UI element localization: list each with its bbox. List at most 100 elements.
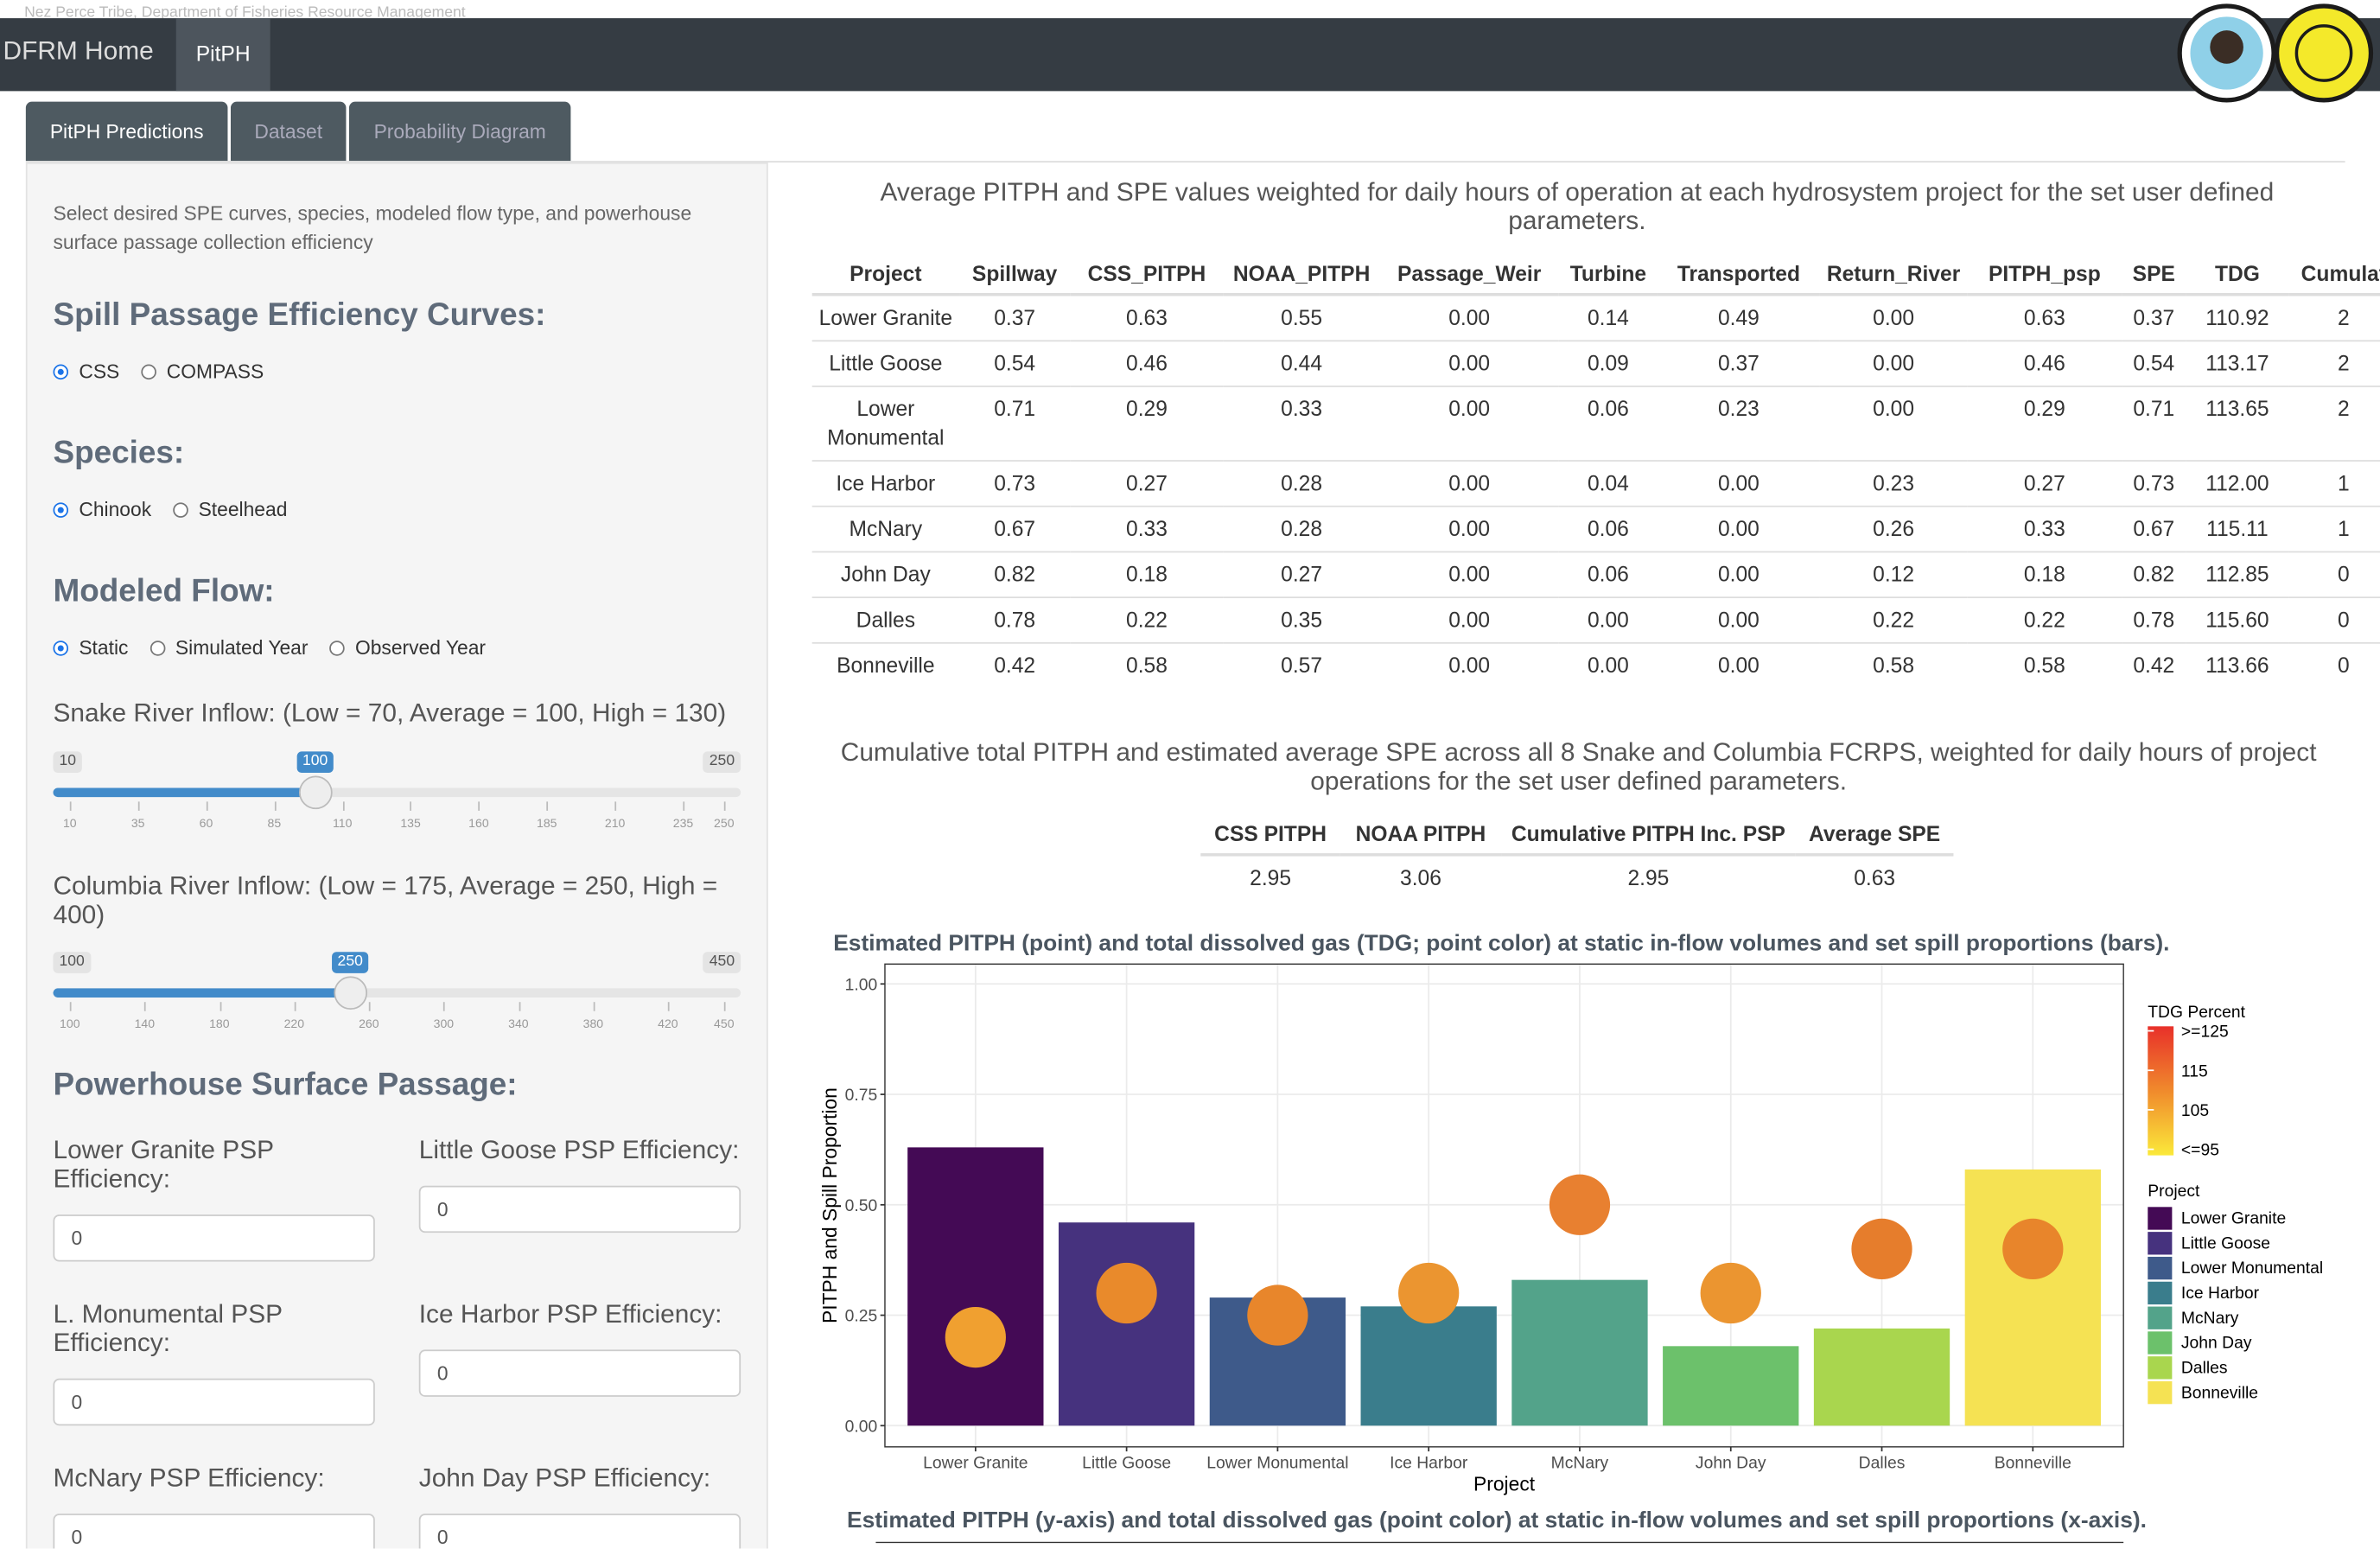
slider-tick (723, 1002, 726, 1011)
table-cell: McNary (811, 505, 960, 552)
slider-handle[interactable] (298, 775, 332, 810)
table-cell: 0.00 (1657, 551, 1820, 598)
radio-button[interactable] (140, 363, 156, 379)
table-cell: 0.00 (1657, 460, 1820, 507)
radio-option[interactable]: Steelhead (172, 498, 287, 520)
column-header: SPE (2122, 253, 2186, 296)
psp-field: John Day PSP Efficiency: 0 (418, 1463, 741, 1549)
slider-fill (53, 988, 351, 998)
y-tick-label: 1.00 (845, 976, 878, 994)
table-cell: Ice Harbor (811, 460, 960, 507)
slider-track[interactable] (53, 787, 741, 798)
colorbar-label: <=95 (2181, 1142, 2219, 1160)
psp-input[interactable]: 0 (53, 1378, 375, 1426)
psp-input[interactable]: 0 (418, 1185, 741, 1233)
table-row: Lower Monumental 0.71 0.29 0.33 0.00 0.06 0.23… (811, 386, 2380, 462)
table-row: Ice Harbor 0.73 0.27 0.28 0.00 0.04 0.00 0.23 0.… (811, 460, 2380, 507)
slider-tick-label: 380 (582, 1017, 604, 1031)
slider-tick (144, 1002, 147, 1011)
column-header: Average SPE (1795, 813, 1954, 857)
table-cell: 0 (2288, 596, 2380, 643)
slider-tick (723, 801, 726, 811)
radio-option[interactable]: COMPASS (140, 360, 264, 383)
x-tick-label: Dalles (1859, 1454, 1906, 1472)
radio-button[interactable] (172, 501, 188, 518)
y-tick-label: 0.75 (845, 1087, 878, 1105)
table-cell: 0.58 (1070, 641, 1224, 688)
table-cell: 0.26 (1819, 505, 1968, 552)
table-cell: 0.00 (1379, 340, 1559, 386)
psp-input[interactable]: 0 (418, 1349, 741, 1397)
colorbar-label: 115 (2181, 1062, 2208, 1080)
slider-tick (614, 801, 617, 811)
radio-option[interactable]: Static (53, 636, 128, 659)
radio-button[interactable] (53, 640, 69, 655)
psp-input[interactable]: 0 (53, 1514, 375, 1549)
navbar (0, 18, 2380, 92)
tab[interactable]: PitPH Predictions (25, 101, 228, 162)
data-table: Project Spillway CSS_PITPH NOAA_PITPH Passag… (811, 253, 2380, 688)
legend-label: Lower Monumental (2181, 1259, 2323, 1278)
legend-swatch (2148, 1380, 2173, 1405)
table-cell: 0 (2288, 641, 2380, 688)
psp-label: John Day PSP Efficiency: (418, 1463, 711, 1493)
table-cell: 0.27 (1070, 460, 1224, 507)
slider-tick (206, 801, 208, 811)
radio-option[interactable]: CSS (53, 360, 119, 383)
radio-option[interactable]: Chinook (53, 498, 151, 520)
tab[interactable]: Dataset (230, 101, 347, 162)
table-cell: 0.58 (1819, 641, 1968, 688)
slider-max: 450 (703, 952, 741, 973)
colorbar (2148, 1026, 2174, 1156)
radio-option[interactable]: Simulated Year (150, 636, 308, 659)
radio-button[interactable] (53, 501, 69, 518)
tab[interactable]: Probability Diagram (348, 101, 571, 162)
table-row: Bonneville 0.42 0.58 0.57 0.00 0.00 0.00 0.58 0.… (811, 641, 2380, 688)
nav-link[interactable]: PitPH (175, 18, 270, 92)
legend-label: McNary (2181, 1310, 2239, 1328)
table-cell: 0.37 (959, 293, 1071, 341)
table-cell: 0.06 (1558, 505, 1658, 552)
table-cell: 0.22 (1967, 596, 2122, 643)
table-cell: 0.00 (1819, 386, 1968, 462)
legend-title: Project (2148, 1182, 2200, 1201)
slider-tick-label: 180 (209, 1017, 230, 1031)
bar (907, 1147, 1044, 1426)
table-row: Dalles 0.78 0.22 0.35 0.00 0.00 0.00 0.22 0.22 0.… (811, 596, 2380, 643)
table-cell: 0.33 (1070, 505, 1224, 552)
logos (2177, 3, 2374, 103)
slider-tick-label: 10 (62, 816, 77, 831)
legend-swatch (2148, 1306, 2173, 1329)
table-row: McNary 0.67 0.33 0.28 0.00 0.06 0.00 0.26 0.33 0.… (811, 505, 2380, 552)
slider-track[interactable] (53, 988, 741, 998)
radio-label: Simulated Year (175, 635, 309, 660)
slider-tick (546, 801, 549, 811)
slider-tick (478, 801, 480, 811)
legend-label: John Day (2181, 1335, 2252, 1353)
radio-button[interactable] (150, 640, 165, 655)
x-tick-label: Bonneville (1995, 1454, 2071, 1472)
slider-handle[interactable] (333, 976, 367, 1010)
table-cell: 1 (2288, 460, 2380, 507)
point (1398, 1262, 1460, 1324)
radio-option[interactable]: Observed Year (329, 636, 486, 659)
psp-input[interactable]: 0 (53, 1214, 375, 1262)
radio-button[interactable] (53, 363, 69, 379)
colorbar-label: 105 (2181, 1102, 2209, 1120)
table-cell: 0.58 (1967, 641, 2122, 688)
table-cell: 115.60 (2186, 596, 2289, 643)
x-tick-label: Lower Granite (923, 1454, 1028, 1472)
slider-tick-label: 260 (359, 1017, 379, 1031)
table-cell: 0.35 (1223, 596, 1380, 643)
table-row: John Day 0.82 0.18 0.27 0.00 0.06 0.00 0.12 0.18… (811, 551, 2380, 598)
slider-min: 10 (53, 751, 83, 773)
table-cell: 0.29 (1070, 386, 1224, 462)
slider-tick (593, 1002, 595, 1011)
radio-button[interactable] (329, 640, 345, 655)
brand-link[interactable]: DFRM Home (3, 36, 154, 66)
psp-input[interactable]: 0 (418, 1514, 741, 1549)
slider-tick (274, 801, 277, 811)
section-heading: Spill Passage Efficiency Curves: (53, 297, 546, 333)
slider-tick (219, 1002, 221, 1011)
